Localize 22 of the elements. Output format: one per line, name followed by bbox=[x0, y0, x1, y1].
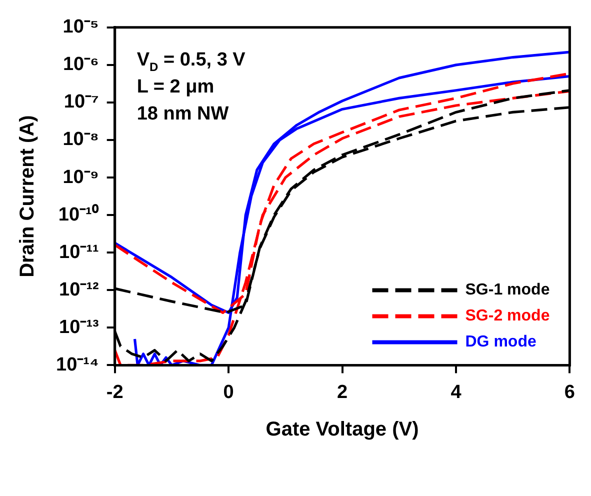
text: SG-2 mode bbox=[465, 308, 550, 325]
y-tick-label: 10⁻¹² bbox=[59, 279, 99, 300]
x-tick-label: -2 bbox=[106, 382, 124, 403]
annotation: 18 nm NW bbox=[136, 103, 229, 124]
y-axis-title: Drain Current (A) bbox=[16, 115, 39, 278]
text: SG-1 mode bbox=[465, 282, 550, 299]
x-tick-label: 4 bbox=[450, 382, 462, 403]
x-tick-label: 6 bbox=[564, 382, 576, 403]
annotation: L = 2 μm bbox=[136, 76, 214, 98]
y-tick-label: 10⁻⁶ bbox=[62, 54, 99, 76]
y-tick-label: 10⁻¹⁴ bbox=[56, 354, 99, 376]
y-tick-label: 10⁻¹¹ bbox=[59, 242, 99, 263]
y-tick-label: 10⁻⁸ bbox=[62, 129, 99, 150]
x-axis-title: Gate Voltage (V) bbox=[266, 418, 419, 441]
y-tick-label: 10⁻⁹ bbox=[62, 166, 99, 188]
y-tick-label: 10⁻¹³ bbox=[59, 316, 99, 338]
x-tick-label: 0 bbox=[223, 382, 234, 403]
y-tick-label: 10⁻¹⁰ bbox=[58, 203, 99, 226]
y-tick-label: 10⁻⁷ bbox=[64, 92, 100, 113]
y-tick-label: 10⁻⁵ bbox=[62, 16, 99, 38]
text: DG mode bbox=[465, 334, 536, 351]
x-tick-label: 2 bbox=[337, 382, 348, 403]
